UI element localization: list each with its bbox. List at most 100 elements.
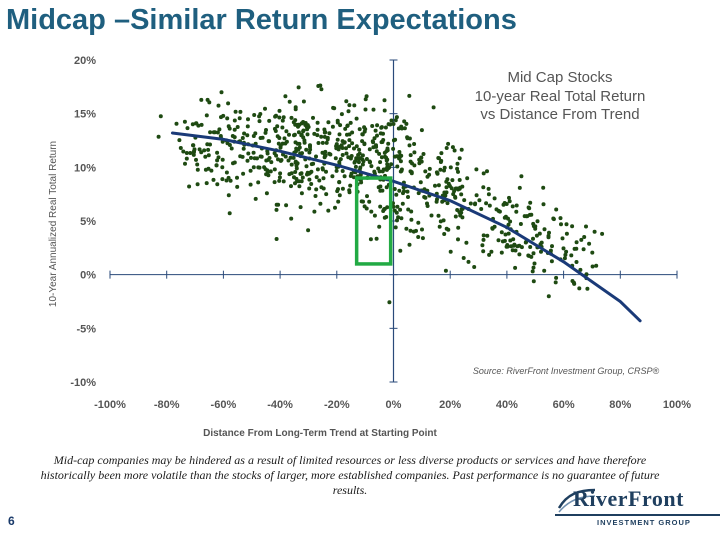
scatter-point: [339, 112, 344, 117]
scatter-point: [364, 94, 369, 99]
scatter-point: [585, 286, 590, 291]
x-tick-label: -100%: [94, 399, 126, 411]
scatter-point: [564, 249, 569, 254]
scatter-point: [429, 213, 434, 218]
scatter-point: [517, 185, 522, 190]
scatter-point: [307, 150, 312, 155]
scatter-point: [456, 237, 460, 242]
scatter-point: [251, 150, 256, 155]
scatter-point: [338, 123, 343, 128]
scatter-point: [406, 207, 411, 212]
scatter-point: [550, 244, 554, 249]
scatter-chart: -100% -80% -60% -40% -20% 0% 20% 40% 60% 80% 100% 2…: [48, 55, 691, 439]
scatter-point: [564, 231, 569, 236]
x-tick-label: 80%: [609, 399, 631, 411]
scatter-point: [323, 153, 328, 158]
scatter-point: [398, 207, 403, 212]
scatter-point: [297, 145, 302, 150]
scatter-point: [185, 126, 190, 131]
y-tick-label: 20%: [74, 55, 96, 67]
scatter-point: [455, 166, 460, 171]
scatter-point: [215, 130, 220, 135]
scatter-point: [457, 178, 462, 182]
scatter-point: [278, 171, 283, 176]
scatter-point: [304, 164, 309, 169]
scatter-point: [554, 207, 559, 212]
scatter-point: [340, 139, 345, 144]
scatter-point: [392, 154, 397, 159]
scatter-point: [372, 213, 377, 218]
scatter-point: [442, 165, 447, 170]
scatter-point: [489, 249, 494, 254]
scatter-point: [581, 247, 586, 252]
scatter-point: [481, 233, 486, 238]
scatter-point: [486, 186, 491, 191]
scatter-point: [477, 198, 482, 203]
scatter-point: [226, 101, 231, 106]
scatter-point: [529, 212, 534, 217]
y-tick-label: -5%: [76, 323, 96, 335]
scatter-point: [319, 134, 324, 139]
scatter-point: [574, 240, 579, 245]
scatter-point: [503, 214, 508, 219]
scatter-point: [281, 115, 286, 120]
scatter-point: [519, 174, 524, 179]
scatter-point: [314, 187, 319, 192]
scatter-point: [570, 224, 575, 229]
scatter-point: [358, 156, 363, 161]
scatter-point: [427, 166, 432, 171]
scatter-point: [300, 151, 304, 156]
scatter-point: [474, 193, 479, 198]
scatter-point: [266, 173, 271, 178]
scatter-point: [337, 145, 342, 149]
scatter-point: [178, 146, 183, 150]
scatter-point: [481, 249, 486, 254]
scatter-point: [301, 99, 306, 104]
scatter-point: [347, 144, 352, 149]
scatter-point: [357, 151, 362, 156]
scatter-point: [325, 137, 330, 142]
scatter-point: [389, 118, 394, 123]
scatter-point: [330, 174, 335, 179]
scatter-point: [274, 207, 279, 212]
scatter-point: [549, 259, 554, 264]
scatter-point: [445, 201, 450, 206]
chart-source: Source: RiverFront Investment Group, CRS…: [473, 366, 660, 376]
scatter-point: [374, 143, 378, 148]
scatter-point: [394, 115, 399, 120]
scatter-point: [532, 261, 537, 266]
scatter-point: [538, 242, 543, 247]
scatter-point: [202, 148, 207, 153]
scatter-point: [528, 200, 533, 205]
scatter-point: [206, 147, 211, 152]
x-tick-label: -60%: [211, 399, 237, 411]
scatter-point: [292, 132, 297, 137]
scatter-point: [199, 122, 204, 127]
scatter-point: [452, 148, 457, 153]
scatter-point: [353, 164, 358, 169]
scatter-point: [253, 196, 258, 201]
scatter-point: [233, 109, 238, 114]
scatter-point: [388, 122, 393, 127]
scatter-point: [283, 141, 288, 146]
scatter-point: [232, 127, 237, 132]
scatter-point: [184, 151, 189, 155]
scatter-point: [263, 130, 268, 135]
scatter-point: [487, 252, 492, 257]
scatter-point: [318, 83, 323, 88]
scatter-point: [393, 225, 398, 230]
scatter-point: [451, 192, 456, 197]
scatter-point: [308, 147, 313, 152]
scatter-point: [423, 169, 428, 174]
scatter-point: [294, 176, 299, 181]
scatter-point: [349, 154, 354, 158]
scatter-point: [398, 159, 403, 164]
scatter-point: [238, 154, 243, 159]
scatter-point: [384, 167, 389, 172]
scatter-point: [398, 248, 403, 253]
scatter-point: [438, 160, 443, 164]
scatter-point: [542, 227, 547, 232]
scatter-point: [509, 244, 514, 249]
scatter-point: [237, 116, 242, 121]
scatter-point: [220, 165, 225, 170]
